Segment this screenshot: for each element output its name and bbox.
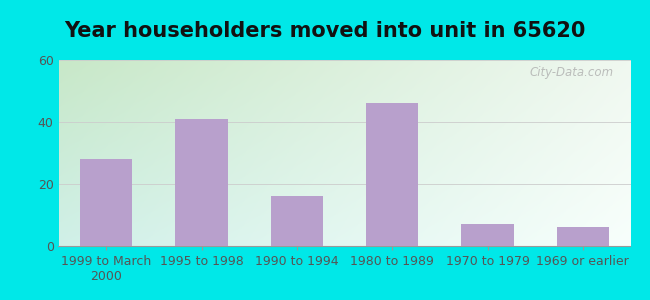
Text: City-Data.com: City-Data.com [529,66,614,79]
Bar [80,159,133,246]
Text: Year householders moved into unit in 65620: Year householders moved into unit in 656… [64,21,586,41]
Bar [176,119,227,246]
Bar [270,196,323,246]
Bar [462,224,514,246]
Bar [556,227,609,246]
Bar [366,103,419,246]
